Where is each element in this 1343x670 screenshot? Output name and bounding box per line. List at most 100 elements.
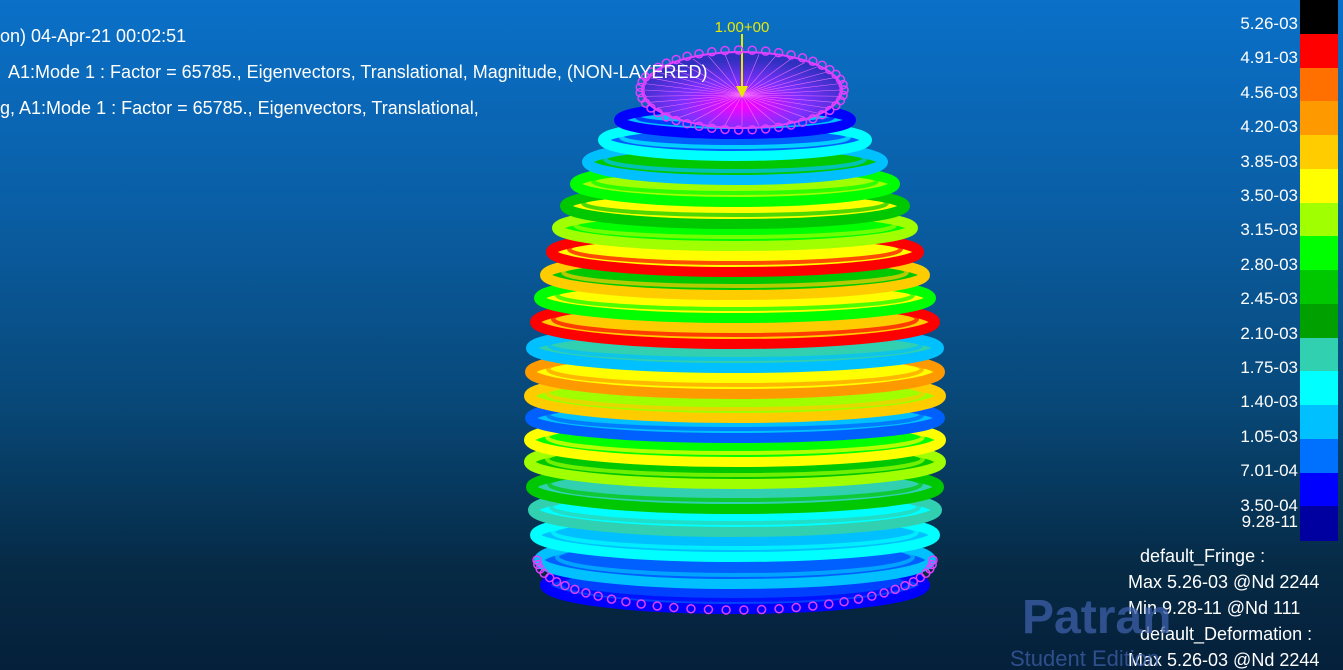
boundary-marker	[721, 605, 731, 615]
cap-spoke	[643, 89, 743, 96]
legend-swatch	[1300, 101, 1338, 136]
cap-spoke	[724, 94, 743, 126]
cap-spoke	[741, 94, 776, 125]
boundary-marker	[682, 51, 692, 62]
cap-spoke	[741, 94, 835, 103]
patran-logo: Patran	[1022, 591, 1172, 644]
boundary-marker	[908, 576, 919, 587]
cap-spoke	[741, 77, 835, 96]
boundary-marker	[747, 125, 757, 135]
student-edition-label: Student Edition	[1010, 646, 1160, 670]
cap-spoke	[649, 94, 743, 103]
cap-spoke	[649, 77, 743, 96]
cap-spoke	[741, 55, 776, 96]
boundary-marker	[694, 48, 704, 59]
legend-swatch	[1300, 472, 1338, 507]
boundary-marker	[661, 112, 672, 122]
legend-label: 4.20-03	[1240, 117, 1298, 137]
boundary-marker	[661, 58, 672, 68]
legend-swatch	[1300, 236, 1338, 271]
boundary-marker	[824, 599, 834, 609]
boundary-marker	[533, 559, 543, 570]
deformation-summary-max: Max 5.26-03 @Nd 2244	[1128, 650, 1320, 670]
boundary-marker	[532, 555, 542, 565]
boundary-marker	[570, 584, 580, 595]
legend-label: 3.50-04	[1240, 495, 1298, 515]
legend-swatch	[1300, 168, 1338, 203]
boundary-marker	[635, 82, 645, 93]
boundary-marker	[808, 56, 818, 66]
boundary-marker	[682, 118, 692, 129]
legend-label: 3.50-03	[1240, 186, 1298, 205]
boundary-marker	[707, 123, 717, 133]
boundary-marker	[890, 584, 900, 595]
cap-spoke	[741, 94, 827, 109]
boundary-marker	[560, 580, 570, 591]
boundary-marker	[747, 45, 757, 55]
boundary-marker	[720, 45, 730, 56]
legend-label: 1.05-03	[1240, 426, 1298, 446]
legend-label: 4.56-03	[1240, 82, 1298, 102]
boundary-marker	[621, 596, 631, 607]
boundary-marker	[839, 596, 849, 607]
boundary-marker	[853, 594, 864, 604]
boundary-marker	[703, 604, 714, 615]
boundary-marker	[928, 555, 938, 565]
boundary-marker	[773, 47, 784, 58]
legend-swatch	[1300, 270, 1338, 305]
fringe-summary-max: Max 5.26-03 @Nd 2244	[1128, 572, 1320, 592]
cap-spoke	[666, 94, 743, 114]
boundary-marker	[786, 120, 796, 130]
legend-label: 7.01-04	[1240, 461, 1298, 481]
boundary-marker	[835, 74, 846, 85]
legend-swatch	[1300, 371, 1338, 406]
cap-spoke	[708, 94, 743, 125]
boundary-marker	[838, 90, 848, 101]
boundary-marker	[707, 47, 717, 57]
legend-swatch	[1300, 438, 1338, 473]
boundary-marker	[808, 601, 818, 611]
boundary-marker	[825, 64, 835, 75]
boundary-marker	[606, 594, 617, 604]
boundary-marker	[593, 591, 603, 601]
boundary-marker	[720, 124, 730, 135]
cap-spoke	[741, 58, 792, 96]
boundary-marker	[786, 50, 796, 60]
boundary-marker	[694, 121, 704, 132]
cap-spoke	[708, 55, 743, 96]
cap-spoke	[741, 89, 841, 96]
legend-swatch	[1300, 506, 1338, 541]
boundary-marker	[825, 105, 835, 116]
cap-spoke	[666, 66, 743, 96]
fringe-legend-bar	[1300, 0, 1338, 541]
boundary-marker	[797, 53, 808, 63]
boundary-marker	[733, 45, 744, 55]
boundary-marker	[653, 107, 663, 118]
legend-label: 2.45-03	[1240, 289, 1298, 309]
boundary-marker	[879, 588, 889, 598]
legend-label: 9.28-11	[1241, 512, 1298, 531]
boundary-marker	[791, 602, 801, 613]
boundary-marker	[760, 46, 771, 56]
boundary-marker	[581, 588, 591, 598]
legend-label: 5.26-03	[1240, 14, 1298, 33]
boundary-marker	[551, 576, 562, 587]
legend-label: 2.80-03	[1240, 254, 1298, 274]
cap-spoke	[645, 83, 743, 96]
boundary-marker	[900, 580, 910, 591]
boundary-marker	[652, 601, 662, 611]
boundary-marker	[653, 62, 663, 73]
boundary-marker	[817, 110, 827, 120]
boundary-marker	[773, 122, 784, 133]
boundary-marker	[646, 103, 656, 113]
cap-spoke	[741, 71, 827, 96]
legend-swatch	[1300, 303, 1338, 338]
legend-swatch	[1300, 135, 1338, 170]
legend-swatch	[1300, 33, 1338, 68]
deformation-summary-title: default_Deformation :	[1140, 624, 1313, 644]
result-line-fringe: A1:Mode 1 : Factor = 65785., Eigenvector…	[8, 62, 708, 82]
legend-swatch	[1300, 405, 1338, 440]
cap-spoke	[741, 66, 818, 96]
